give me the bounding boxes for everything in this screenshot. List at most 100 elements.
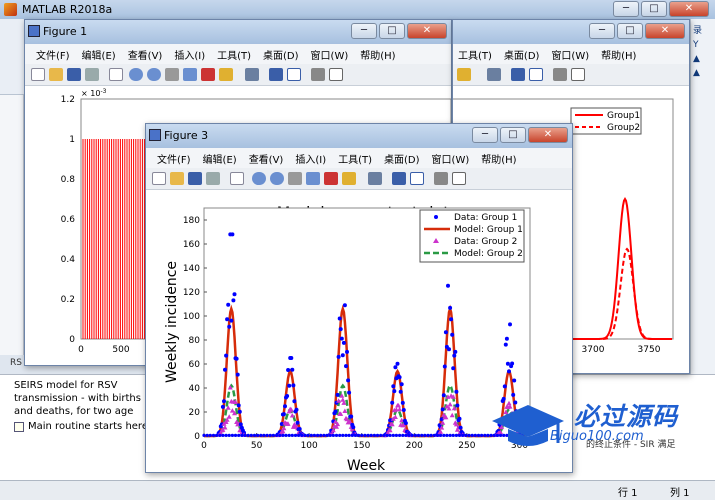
right-panel-item-4[interactable]: ▲ [693,68,700,78]
fig2-show-tools-icon[interactable] [571,68,585,81]
rotate-icon[interactable] [183,68,197,81]
fig2-menu-desktop[interactable]: 桌面(D) [503,51,540,62]
menu-file[interactable]: 文件(F) [36,51,70,62]
figure-3-window[interactable]: Figure 3 ─ □ ✕ 文件(F) 编辑(E) 查看(V) 插入(I) 工… [145,123,573,474]
right-panel-item-1[interactable]: 录 [693,26,703,36]
colorbar-icon[interactable] [392,172,406,185]
fig2-maximize-button[interactable]: □ [617,23,643,39]
zoom-out-icon[interactable] [147,68,161,81]
figure-3-titlebar[interactable]: Figure 3 ─ □ ✕ [146,124,572,148]
legend-label-data1: Data: Group 1 [454,213,517,223]
pointer-icon[interactable] [109,68,123,81]
fig1-ytick-label: 1.2 [61,95,75,105]
fig1-close-button[interactable]: ✕ [407,23,447,39]
brush-icon[interactable] [342,172,356,185]
menu-view[interactable]: 查看(V) [127,51,163,62]
show-tools-icon[interactable] [452,172,466,185]
new-file-icon[interactable] [31,68,45,81]
main-routine-label: Main routine starts here [28,421,148,432]
open-folder-icon[interactable] [49,68,63,81]
data-point-group1 [449,317,454,322]
menu-tools[interactable]: 工具(T) [338,155,373,166]
fig1-xtick-label: 0 [78,345,84,355]
fig2-hide-tools-icon[interactable] [553,68,567,81]
menu-desktop[interactable]: 桌面(D) [263,51,299,62]
print-icon[interactable] [85,68,99,81]
rotate-icon[interactable] [306,172,320,185]
menu-desktop[interactable]: 桌面(D) [384,155,420,166]
fig3-close-button[interactable]: ✕ [528,127,568,143]
figure-2-controls: ─ □ ✕ [589,23,685,39]
fig3-ytick-label: 140 [183,264,200,274]
menu-help[interactable]: 帮助(H) [360,51,396,62]
link-plot-icon[interactable] [368,172,382,185]
main-close-button[interactable]: ✕ [669,1,709,17]
zoom-in-icon[interactable] [252,172,266,185]
hide-tools-icon[interactable] [311,68,325,81]
menu-window[interactable]: 窗口(W) [431,155,470,166]
legend-icon[interactable] [410,172,424,185]
pointer-icon[interactable] [230,172,244,185]
fig2-link-plot-icon[interactable] [487,68,501,81]
fig3-minimize-button[interactable]: ─ [472,127,498,143]
figure-2-titlebar[interactable]: ─ □ ✕ [453,20,689,44]
fig1-maximize-button[interactable]: □ [379,23,405,39]
show-tools-icon[interactable] [329,68,343,81]
menu-insert[interactable]: 插入(I) [174,51,206,62]
data-cursor-icon[interactable] [201,68,215,81]
data-point-group1 [333,409,338,414]
details-description: SEIRS model for RSV transmission - with … [14,380,141,417]
menu-insert[interactable]: 插入(I) [295,155,327,166]
new-file-icon[interactable] [152,172,166,185]
link-plot-icon[interactable] [245,68,259,81]
menu-file[interactable]: 文件(F) [157,155,191,166]
save-icon[interactable] [67,68,81,81]
save-icon[interactable] [188,172,202,185]
menu-window[interactable]: 窗口(W) [310,51,349,62]
figure-1-menubar: 文件(F) 编辑(E) 查看(V) 插入(I) 工具(T) 桌面(D) 窗口(W… [25,44,451,64]
main-maximize-button[interactable]: □ [641,1,667,17]
fig2-close-button[interactable]: ✕ [645,23,685,39]
main-minimize-button[interactable]: ─ [613,1,639,17]
data-point-group2 [447,401,453,407]
data-point-group1 [399,382,404,387]
legend-icon[interactable] [287,68,301,81]
zoom-in-icon[interactable] [129,68,143,81]
fig2-colorbar-icon[interactable] [511,68,525,81]
print-icon[interactable] [206,172,220,185]
fig2-minimize-button[interactable]: ─ [589,23,615,39]
pan-icon[interactable] [165,68,179,81]
right-panel-item-2[interactable]: Y [693,40,699,50]
data-point-group1 [353,433,357,437]
pan-icon[interactable] [288,172,302,185]
menu-edit[interactable]: 编辑(E) [202,155,237,166]
fig2-menu-help[interactable]: 帮助(H) [601,51,637,62]
data-point-group1 [292,399,297,404]
fig2-menu-tools[interactable]: 工具(T) [458,51,492,62]
colorbar-icon[interactable] [269,68,283,81]
brush-icon[interactable] [219,68,233,81]
hide-tools-icon[interactable] [434,172,448,185]
fig3-maximize-button[interactable]: □ [500,127,526,143]
fig3-xtick-label: 250 [458,441,475,451]
menu-help[interactable]: 帮助(H) [481,155,517,166]
data-point-group1 [392,389,397,394]
menu-view[interactable]: 查看(V) [248,155,284,166]
menu-tools[interactable]: 工具(T) [217,51,252,62]
menu-edit[interactable]: 编辑(E) [81,51,116,62]
fig2-legend-icon[interactable] [529,68,543,81]
data-point-group1 [420,433,424,437]
main-routine-item[interactable]: Main routine starts here [14,421,148,432]
data-point-group1 [473,433,477,437]
data-cursor-icon[interactable] [324,172,338,185]
figure-3-title: Figure 3 [164,129,209,142]
fig1-minimize-button[interactable]: ─ [351,23,377,39]
fig2-menu-window[interactable]: 窗口(W) [551,51,590,62]
right-panel-item-3[interactable]: ▲ [693,54,700,64]
open-folder-icon[interactable] [170,172,184,185]
data-point-group2 [499,424,505,430]
figure-1-titlebar[interactable]: Figure 1 ─ □ ✕ [25,20,451,44]
fig2-brush-icon[interactable] [457,68,471,81]
zoom-out-icon[interactable] [270,172,284,185]
data-point-group2 [454,427,460,432]
